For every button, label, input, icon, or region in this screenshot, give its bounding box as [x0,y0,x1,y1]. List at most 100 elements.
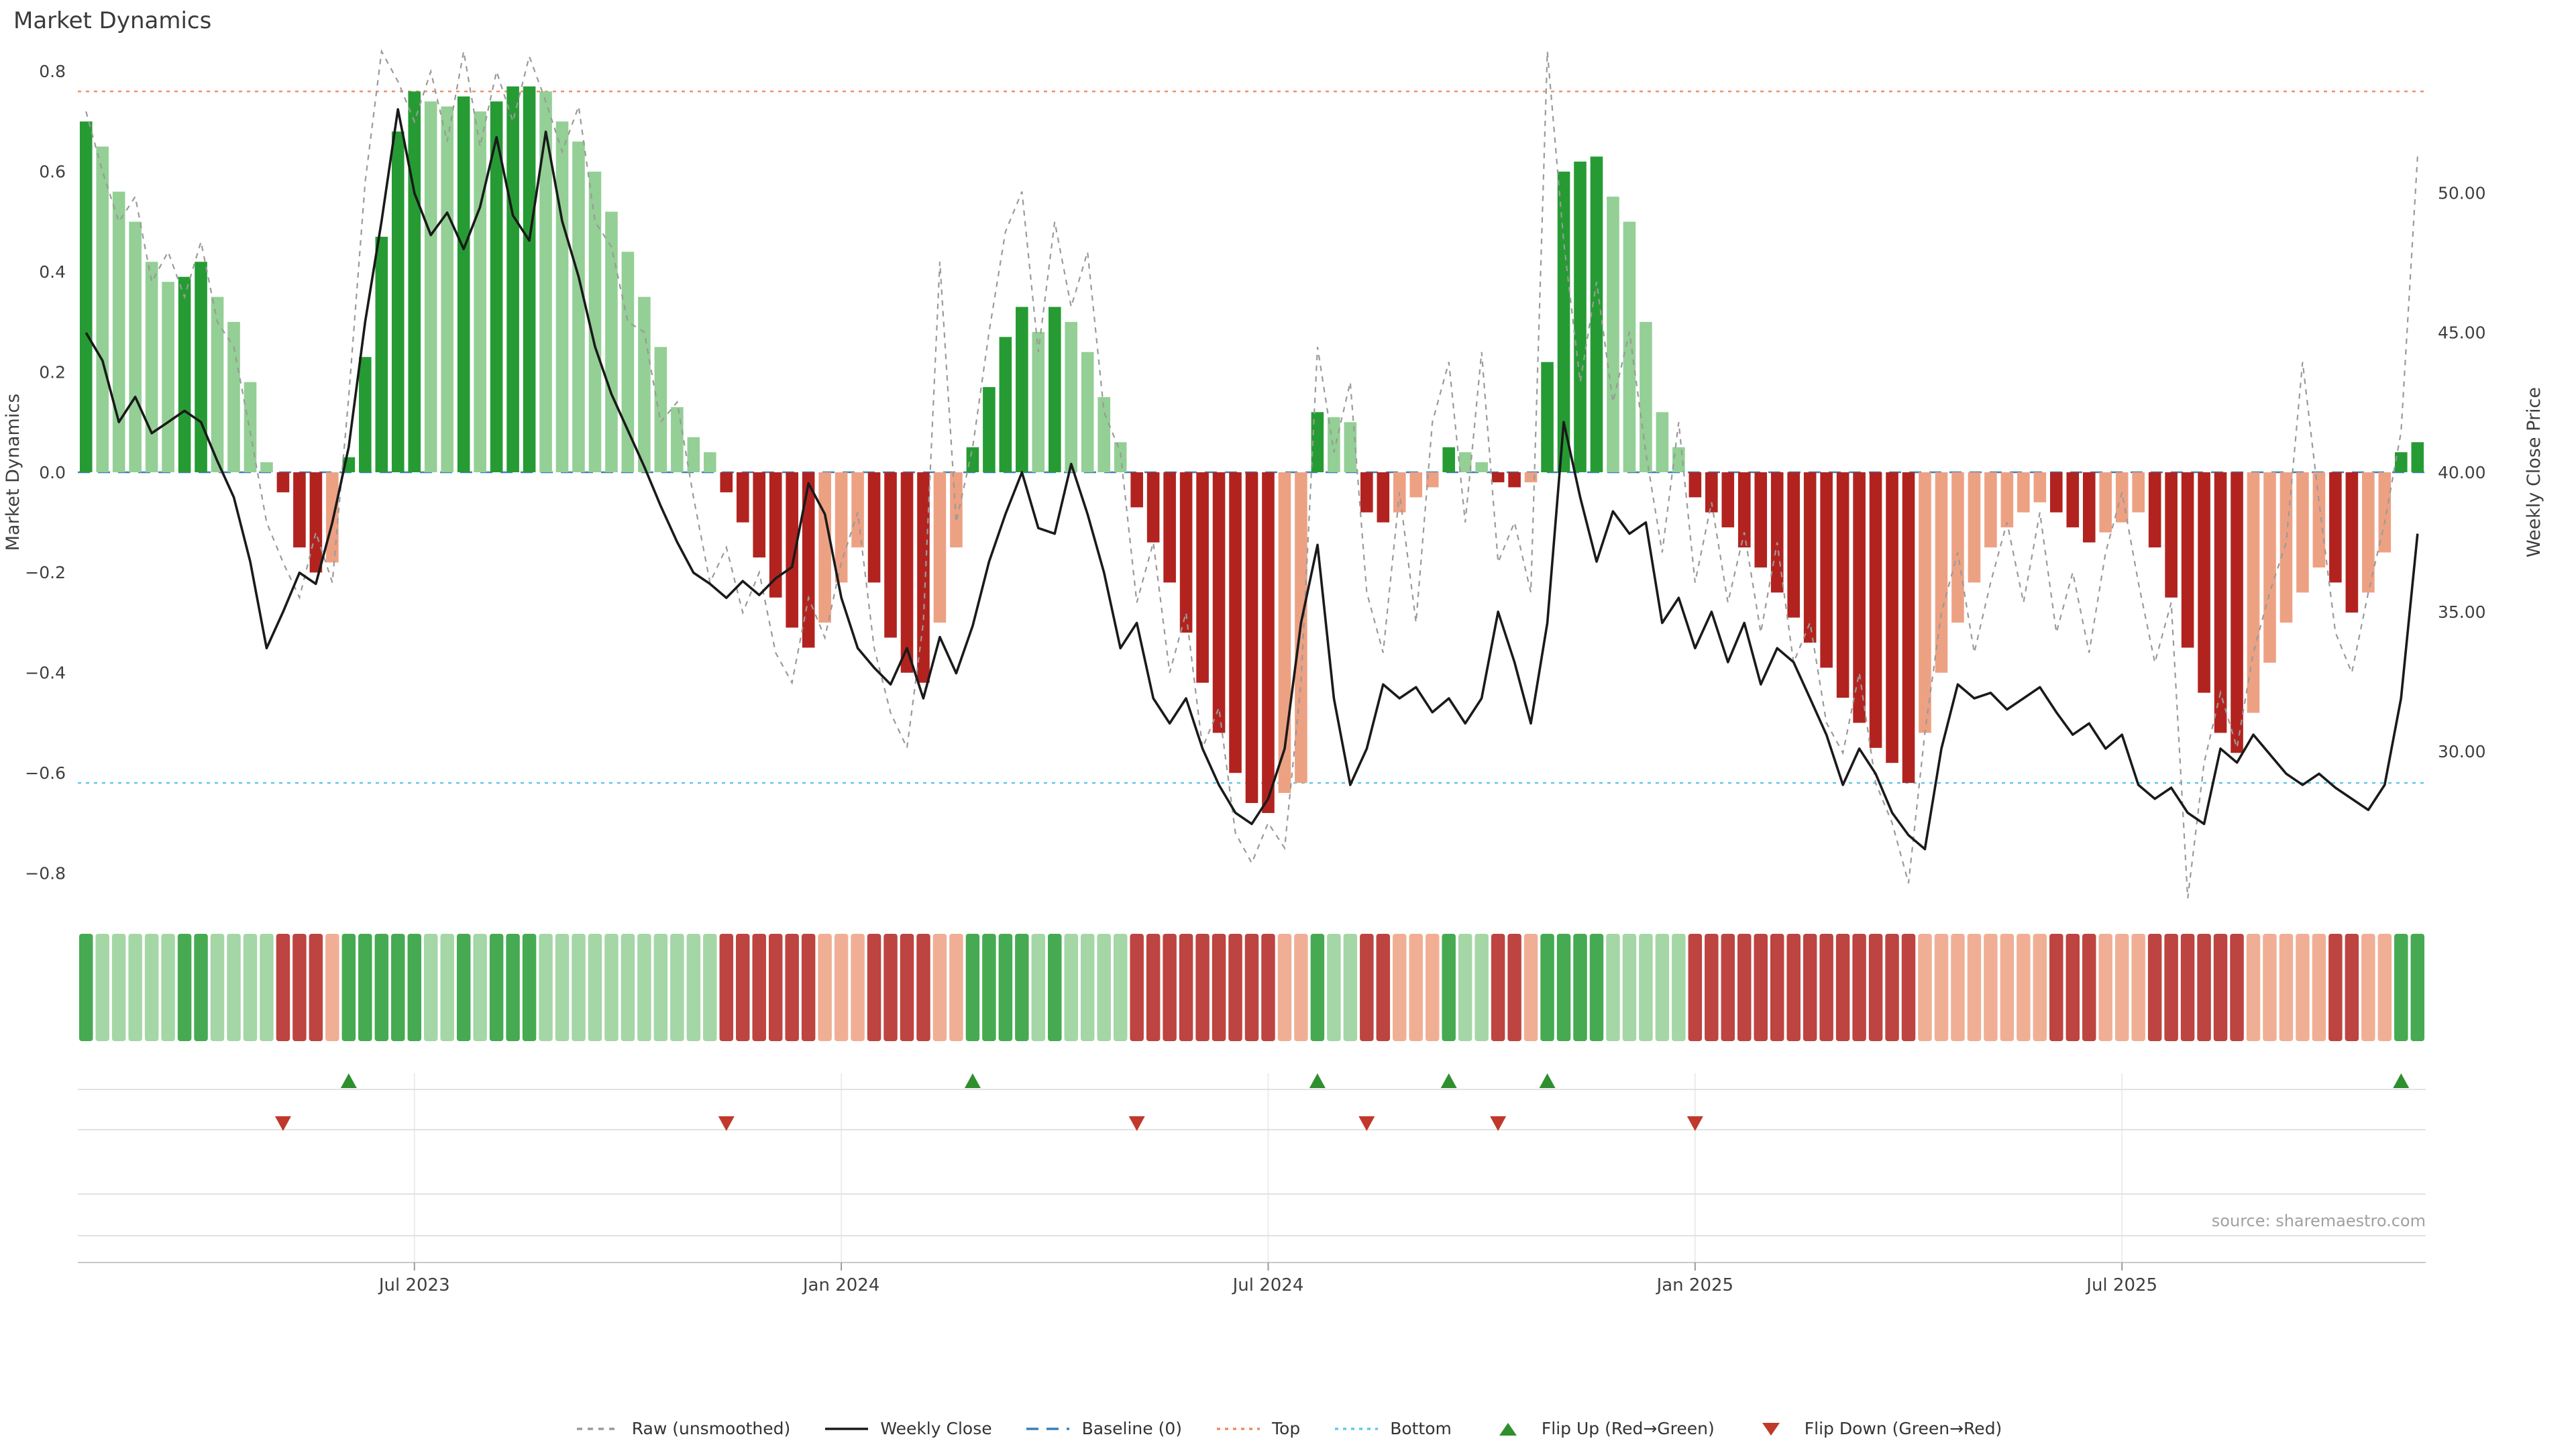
dynamics-bar [276,472,290,492]
x-axis-tick-label: Jan 2025 [1656,1275,1734,1295]
dynamics-bar [178,276,191,472]
dynamics-bar [1245,472,1258,804]
legend-item: Bottom [1332,1418,1452,1438]
dynamics-bar [1426,472,1439,488]
heatmap-cell [1967,934,1982,1041]
heatmap-cell [2246,934,2261,1041]
dynamics-bar [1590,156,1603,472]
y-left-tick-label: −0.8 [25,863,66,883]
legend-item-label: Flip Down (Green→Red) [1804,1418,2002,1438]
dynamics-bar [1049,307,1061,472]
flip-up-marker [1539,1073,1556,1088]
heatmap-cell [144,934,159,1041]
dynamics-bar [441,106,453,472]
heatmap-cell [998,934,1013,1041]
heatmap-cell [2131,934,2145,1041]
heatmap-cell [1474,934,1489,1041]
heatmap-cell [79,934,93,1041]
dynamics-bar [2017,472,2030,513]
heatmap-cell [1803,934,1817,1041]
heatmap-cell [1622,934,1637,1041]
dynamics-bar [736,472,749,523]
legend-item: Flip Up (Red→Green) [1484,1418,1715,1438]
heatmap-cell [177,934,192,1041]
heatmap-cell [341,934,356,1041]
heatmap-cell [1393,934,1407,1041]
heatmap-cell [1934,934,1949,1041]
heatmap-cell [1327,934,1341,1041]
x-axis-tick-label: Jul 2025 [2085,1275,2157,1295]
heatmap-cell [1426,934,1440,1041]
heatmap-cell [2180,934,2195,1041]
dynamics-bar [786,472,798,628]
dynamics-bar [1475,462,1488,472]
y-left-tick-label: 0.4 [39,262,66,282]
legend-item: Weekly Close [822,1418,992,1438]
dynamics-bar [769,472,782,598]
heatmap-cell [1195,934,1210,1041]
y-axis-title-right: Weekly Close Price [2524,387,2544,557]
heatmap-cell [834,934,849,1041]
y-left-tick-label: −0.4 [25,663,66,683]
dynamics-bar [129,221,142,472]
heatmap-cell [1737,934,1752,1041]
y-right-tick-label: 40.00 [2438,463,2486,482]
dynamics-bar [950,472,963,548]
legend-line-swatch [1026,1427,1070,1430]
dynamics-bar [1951,472,1964,623]
dynamics-bar [539,91,552,472]
dynamics-bar [1919,472,1931,733]
legend-item: Flip Down (Green→Red) [1747,1418,2002,1438]
heatmap-cell [703,934,717,1041]
heatmap-cell [1360,934,1374,1041]
dynamics-bar [1278,472,1291,794]
heatmap-cell [1212,934,1226,1041]
legend-triangle [1499,1422,1517,1435]
heatmap-cell [932,934,947,1041]
heatmap-cell [1097,934,1111,1041]
dynamics-bar [720,472,733,492]
legend-item-label: Weekly Close [880,1418,992,1438]
heatmap-cell [1458,934,1472,1041]
heatmap-cell [111,934,126,1041]
dynamics-bar [391,131,405,473]
heatmap-cell [653,934,668,1041]
dynamics-bar [753,472,766,557]
heatmap-cell [161,934,175,1041]
heatmap-cell [309,934,323,1041]
flip-up-marker [1309,1073,1326,1088]
heatmap-cell [621,934,635,1041]
heatmap-cell [1984,934,1998,1041]
y-right-tick-label: 45.00 [2438,323,2486,343]
dynamics-bar [2214,472,2227,733]
heatmap-cell [1885,934,1899,1041]
heatmap-cell [2049,934,2063,1041]
dynamics-bar [1688,472,1702,498]
y-left-tick-label: 0.2 [39,362,66,382]
dynamics-bar [933,472,947,623]
heatmap-cell [1244,934,1259,1041]
dynamics-bar [2033,472,2047,502]
heatmap-cell [2410,934,2424,1041]
dynamics-bar [1721,472,1735,528]
dynamics-bar [1097,396,1111,472]
dynamics-bar [195,262,207,472]
heatmap-cell [555,934,570,1041]
heatmap-cell [1523,934,1538,1041]
dynamics-bar [1328,417,1340,472]
dynamics-bar [884,472,897,638]
flip-down-marker [1686,1116,1703,1131]
heatmap-cell [2328,934,2343,1041]
flip-up-marker [1440,1073,1457,1088]
heatmap-cell [1310,934,1325,1041]
x-axis-tick-label: Jul 2023 [378,1275,450,1295]
flip-down-marker [718,1116,735,1131]
heatmap-cell [801,934,816,1041]
dynamics-bar [1968,472,1981,583]
flip-down-marker [1358,1116,1375,1131]
dynamics-bar [474,111,486,472]
dynamics-bar [1344,422,1357,472]
heatmap-cell [128,934,142,1041]
legend-item: Top [1214,1418,1300,1438]
heatmap-cell [2114,934,2129,1041]
